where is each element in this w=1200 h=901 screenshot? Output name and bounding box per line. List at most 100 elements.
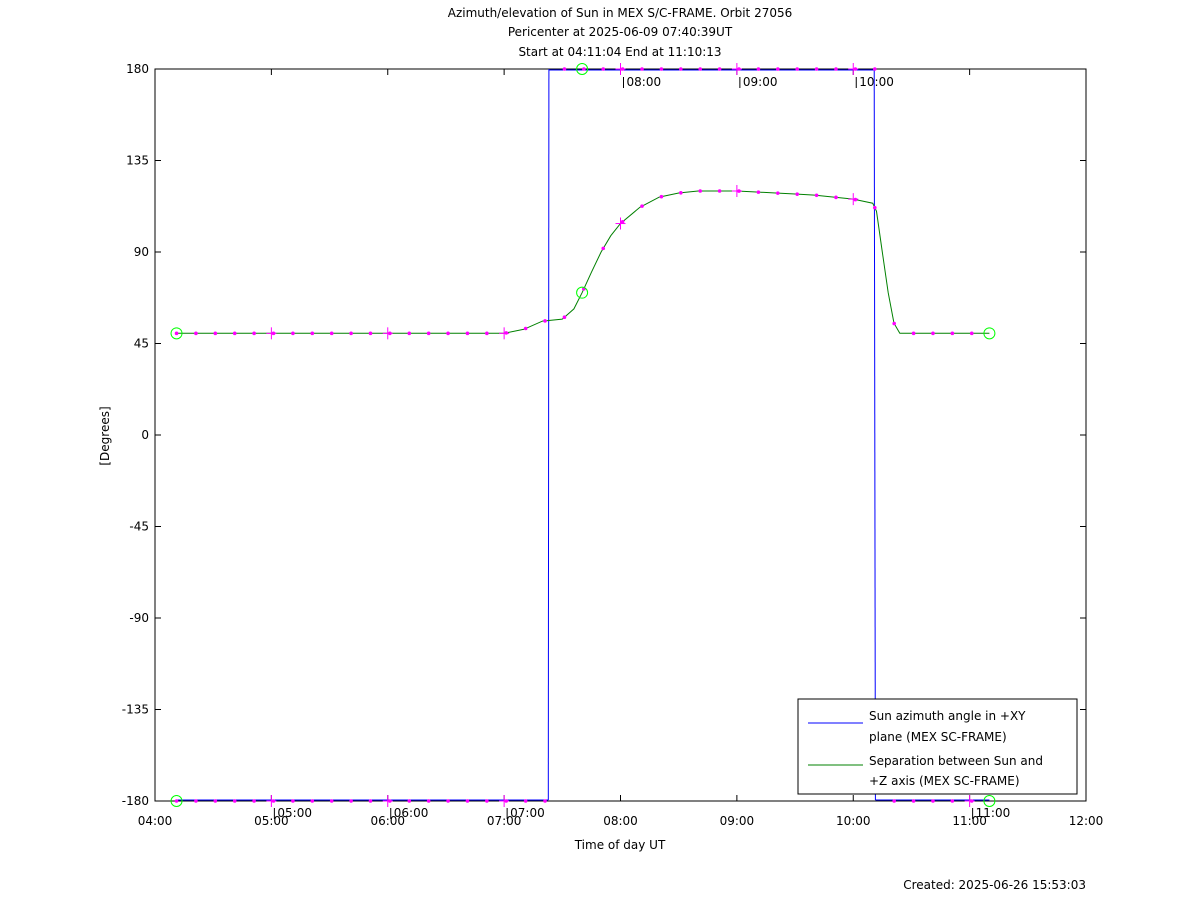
start-end-circle-marker <box>983 795 996 807</box>
azimuth-series-line <box>547 68 550 801</box>
legend-label-azimuth-line-2: plane (MEX SC-FRAME) <box>869 730 1007 744</box>
x-tick-label: 10:00 <box>836 814 871 828</box>
azimuth-marker <box>446 799 450 803</box>
start-end-circle-marker <box>170 795 183 807</box>
hour-mark-label: 05:00 <box>277 806 312 820</box>
azimuth-marker <box>872 67 877 71</box>
azimuth-marker <box>562 67 567 71</box>
chart-title-line-2: Pericenter at 2025-06-09 07:40:39UT <box>508 25 733 39</box>
azimuth-marker <box>426 799 431 803</box>
separation-marker <box>872 205 877 210</box>
azimuth-marker <box>795 67 799 71</box>
legend-label-azimuth-line-1: Sun azimuth angle in +XY <box>869 709 1026 723</box>
separation-marker <box>969 331 974 336</box>
azimuth-marker <box>679 67 683 71</box>
separation-marker <box>640 204 644 208</box>
y-tick-label: -90 <box>129 611 149 625</box>
x-tick-label: 08:00 <box>603 814 638 828</box>
hour-mark-label: 11:00 <box>976 806 1011 820</box>
azimuth-marker <box>698 67 703 71</box>
start-end-circle-marker <box>170 327 183 340</box>
separation-marker <box>368 331 373 336</box>
legend: Sun azimuth angle in +XY plane (MEX SC-F… <box>797 698 1078 795</box>
created-footer: Created: 2025-06-26 15:53:03 <box>903 878 1086 892</box>
azimuth-marker <box>543 799 547 803</box>
azimuth-marker <box>931 799 935 803</box>
azimuth-marker <box>717 67 722 71</box>
azimuth-marker <box>659 67 664 71</box>
separation-marker <box>407 331 412 336</box>
x-tick-label: 06:00 <box>370 814 405 828</box>
separation-marker <box>756 190 761 194</box>
separation-marker <box>717 189 722 193</box>
plot-frame <box>154 68 1087 802</box>
separation-marker <box>174 331 179 336</box>
azimuth-marker <box>776 67 780 71</box>
y-axis-ticks: 180 135 90 45 0 -45 -90 -135 -180 <box>122 62 1086 808</box>
hour-mark-label: 10:00 <box>859 75 894 89</box>
azimuth-marker <box>194 799 198 803</box>
x-axis-label: Time of day UT <box>574 838 666 852</box>
separation-marker <box>485 331 489 336</box>
separation-marker <box>776 191 780 195</box>
y-tick-label: 135 <box>126 154 149 168</box>
azimuth-marker <box>582 67 586 71</box>
x-tick-label: 11:00 <box>952 814 987 828</box>
azimuth-marker <box>213 799 218 803</box>
separation-marker <box>679 191 683 195</box>
x-tick-label: 07:00 <box>487 814 522 828</box>
title-block: Azimuth/elevation of Sun in MEX S/C-FRAM… <box>448 6 793 59</box>
separation-marker <box>698 189 703 193</box>
separation-marker <box>232 331 237 336</box>
azimuth-marker <box>349 799 353 803</box>
azimuth-series-line <box>873 68 876 801</box>
chart-title-line-3: Start at 04:11:04 End at 11:10:13 <box>518 45 721 59</box>
azimuth-marker <box>252 799 256 803</box>
azimuth-marker <box>756 67 761 71</box>
start-end-circle-marker <box>983 327 996 340</box>
series-markers <box>170 63 996 807</box>
azimuth-marker <box>232 799 237 803</box>
hour-mark-label: 09:00 <box>743 75 778 89</box>
azimuth-marker <box>911 799 916 803</box>
azimuth-marker <box>407 799 412 803</box>
separation-marker <box>562 315 567 320</box>
separation-marker <box>620 219 625 224</box>
start-end-circle-marker <box>576 63 589 75</box>
chart-title-line-1: Azimuth/elevation of Sun in MEX S/C-FRAM… <box>448 6 793 20</box>
azimuth-marker <box>892 799 896 803</box>
separation-marker <box>814 193 819 198</box>
x-tick-label: 05:00 <box>254 814 289 828</box>
separation-marker <box>931 331 935 336</box>
y-axis-label: [Degrees] <box>98 406 112 465</box>
azimuth-marker <box>291 799 295 803</box>
azimuth-marker <box>465 799 470 803</box>
separation-marker <box>523 326 528 331</box>
y-tick-label: 45 <box>134 337 149 351</box>
separation-marker <box>834 195 838 200</box>
separation-marker <box>252 331 256 336</box>
y-tick-label: -180 <box>122 794 149 808</box>
legend-label-separation-line-2: +Z axis (MEX SC-FRAME) <box>869 774 1020 788</box>
separation-marker <box>911 331 916 336</box>
x-axis-ticks: 04:00 05:00 06:00 07:00 08:00 09:00 10:00 11:00… <box>138 69 1103 828</box>
x-tick-label: 09:00 <box>720 814 755 828</box>
separation-marker <box>465 331 470 336</box>
azimuth-marker <box>310 799 315 803</box>
legend-box <box>797 698 1078 795</box>
azimuth-marker <box>485 799 489 803</box>
azimuth-marker <box>601 67 606 71</box>
separation-marker <box>950 331 955 336</box>
legend-label-separation-line-1: Separation between Sun and <box>869 754 1043 768</box>
hour-marks: 08:00 09:00 10:00 05:00 06:00 07:00 11:00 <box>273 75 1011 820</box>
x-tick-label: 04:00 <box>138 814 173 828</box>
y-tick-label: 0 <box>141 428 149 442</box>
series-lines <box>176 68 990 801</box>
separation-marker <box>543 319 547 323</box>
separation-marker <box>291 331 295 336</box>
azimuth-marker <box>174 799 179 803</box>
separation-marker <box>659 194 664 199</box>
azimuth-marker <box>329 799 334 803</box>
azimuth-marker <box>834 67 838 71</box>
